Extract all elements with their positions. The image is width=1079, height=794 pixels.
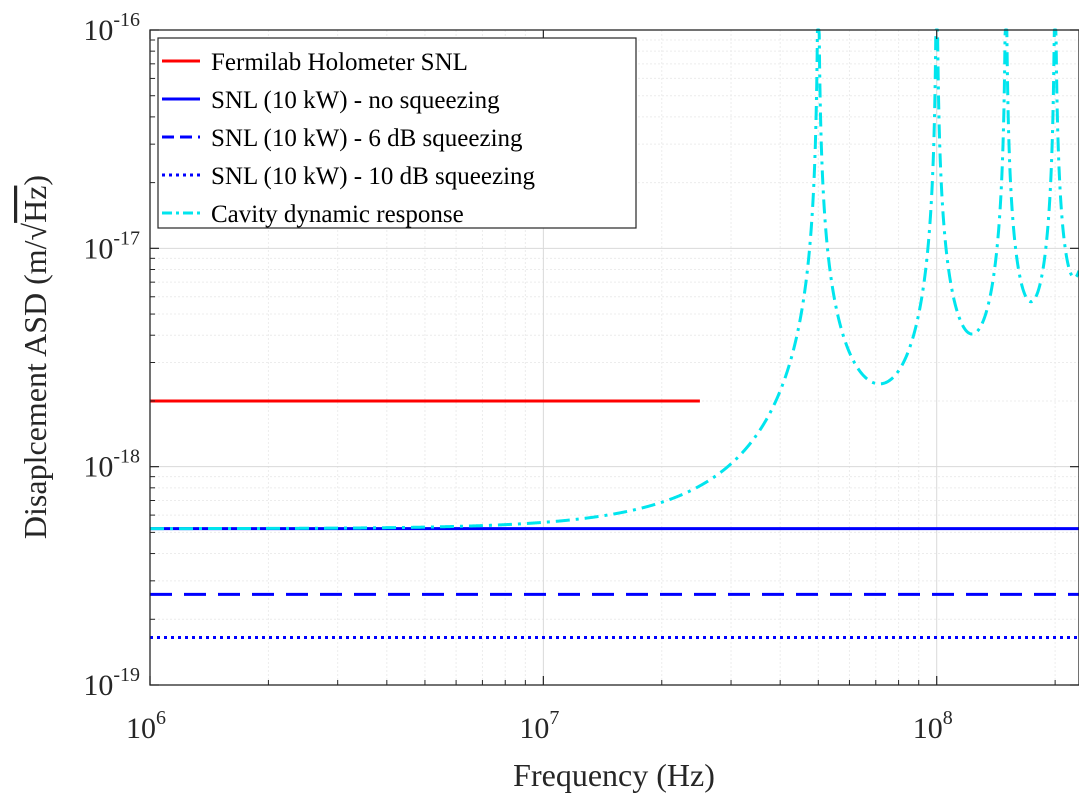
x-tick-label-exponent: 7 <box>549 707 559 729</box>
legend-label-2: SNL (10 kW) - no squeezing <box>211 87 500 114</box>
legend-label-3: SNL (10 kW) - 6 dB squeezing <box>211 125 523 152</box>
legend-label-4: SNL (10 kW) - 10 dB squeezing <box>211 163 536 190</box>
y-tick-label: 10-19 <box>83 664 140 702</box>
legend: Fermilab Holometer SNL SNL (10 kW) - no s… <box>157 37 637 229</box>
legend-label-1: Fermilab Holometer SNL <box>211 49 468 76</box>
x-tick-label: 106 <box>126 707 166 745</box>
y-axis-title-radical: √ <box>17 222 53 240</box>
axes <box>149 29 1079 686</box>
y-tick-label-exponent: -19 <box>113 664 140 686</box>
y-axis-title-radicand: Hz <box>17 186 53 223</box>
y-tick-label: 10-16 <box>83 9 140 47</box>
y-axis-title-group: Disaplcement ASD (m/√Hz) <box>17 175 53 539</box>
y-tick-label-exponent: -16 <box>113 9 140 31</box>
x-tick-labels: 106 107 108 <box>126 707 953 745</box>
y-tick-label-base: 10 <box>83 669 113 702</box>
series-layer <box>148 28 1079 640</box>
x-tick-label-exponent: 8 <box>943 707 953 729</box>
y-tick-label-exponent: -18 <box>113 446 140 468</box>
axes-box <box>149 29 1079 686</box>
legend-entries: Fermilab Holometer SNL SNL (10 kW) - no s… <box>162 49 536 228</box>
x-tick-label-base: 10 <box>519 712 549 745</box>
y-tick-label: 10-17 <box>83 227 140 265</box>
x-tick-label-base: 10 <box>126 712 156 745</box>
y-tick-label-exponent: -17 <box>113 227 140 249</box>
y-axis-title: Disaplcement ASD (m/√Hz) <box>17 175 53 539</box>
y-tick-label-base: 10 <box>83 451 113 484</box>
legend-box <box>157 37 637 229</box>
legend-label-5: Cavity dynamic response <box>211 201 464 228</box>
x-axis-title: Frequency (Hz) <box>513 757 715 793</box>
x-tick-label: 107 <box>519 707 559 745</box>
y-tick-label-base: 10 <box>83 14 113 47</box>
y-axis-title-main: Disaplcement ASD (m/ <box>17 240 53 539</box>
y-tick-label-base: 10 <box>83 232 113 265</box>
x-tick-label-exponent: 6 <box>156 707 166 729</box>
series-line-5 <box>148 28 1079 531</box>
y-tick-label: 10-18 <box>83 446 140 484</box>
x-tick-label-base: 10 <box>913 712 943 745</box>
x-tick-label: 108 <box>913 707 953 745</box>
y-axis-title-close: ) <box>17 175 53 186</box>
